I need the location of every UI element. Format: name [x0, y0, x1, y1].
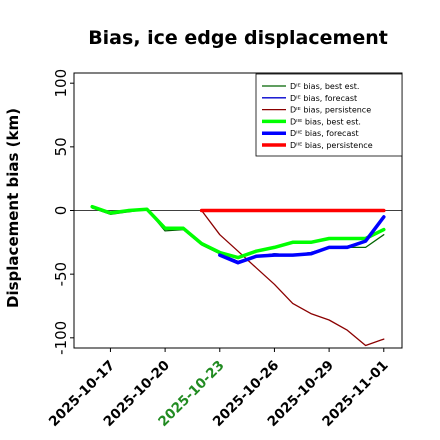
legend-label: Dᴵᴱ bias, persistence [290, 106, 371, 115]
chart-title: Bias, ice edge displacement [88, 27, 388, 49]
series-line-5 [218, 215, 386, 265]
y-tick-label: -100 [52, 321, 70, 355]
y-tick-label: 100 [52, 69, 70, 98]
legend-label: Dᴵᴵᴱ bias, best est. [290, 117, 361, 126]
legend-box [255, 73, 403, 157]
y-tick-label: 50 [52, 137, 70, 156]
y-tick-label: 0 [52, 206, 70, 216]
legend-label: Dᴵᴵᴱ bias, forecast [290, 129, 359, 138]
legend-label: Dᴵᴵᴱ bias, persistence [290, 141, 373, 150]
legend-label: Dᴵᴱ bias, best est. [290, 82, 359, 91]
series-line-1 [91, 207, 385, 263]
series-line-4 [90, 204, 386, 260]
legend-label: Dᴵᴱ bias, forecast [290, 94, 357, 103]
y-axis-label: Displacement bias (km) [4, 108, 22, 308]
y-tick-label: -50 [52, 262, 70, 287]
series-line-3 [200, 209, 385, 347]
legend: Dᴵᴱ bias, best est. Dᴵᴱ bias, forecast Dᴵᴱ… [255, 73, 403, 157]
